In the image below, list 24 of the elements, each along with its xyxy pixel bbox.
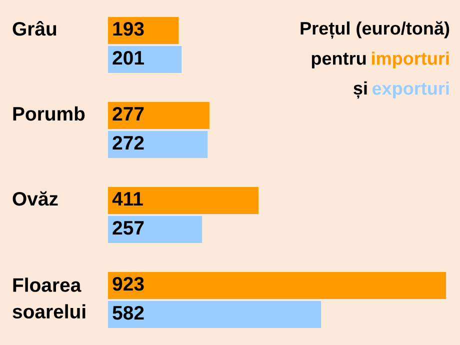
bar <box>108 301 322 328</box>
bar <box>108 216 202 243</box>
data-label: 277 <box>112 106 144 121</box>
y-tick-label: Porumb <box>13 106 85 121</box>
y-tick-label: Ovăz <box>12 191 58 206</box>
annotation: și <box>354 81 367 99</box>
y-tick-label: Grâu <box>12 21 56 36</box>
bar <box>108 187 259 214</box>
data-label: 272 <box>112 136 144 150</box>
bar <box>108 102 210 129</box>
data-label: 193 <box>113 22 144 36</box>
text: importuri <box>372 52 449 68</box>
data-label: 201 <box>112 50 144 65</box>
data-label: 582 <box>112 306 144 320</box>
data-label: 257 <box>112 220 144 235</box>
text: exporturi <box>372 82 449 98</box>
bar <box>108 46 182 73</box>
text: Prețul (euro/tonă) <box>300 21 450 39</box>
y-tick-label: Floarea soarelui <box>12 278 86 319</box>
data-label: 923 <box>112 276 144 291</box>
annotation: pentru <box>312 52 366 68</box>
bar <box>108 131 208 158</box>
bar <box>108 272 446 299</box>
data-label: 411 <box>112 192 143 206</box>
